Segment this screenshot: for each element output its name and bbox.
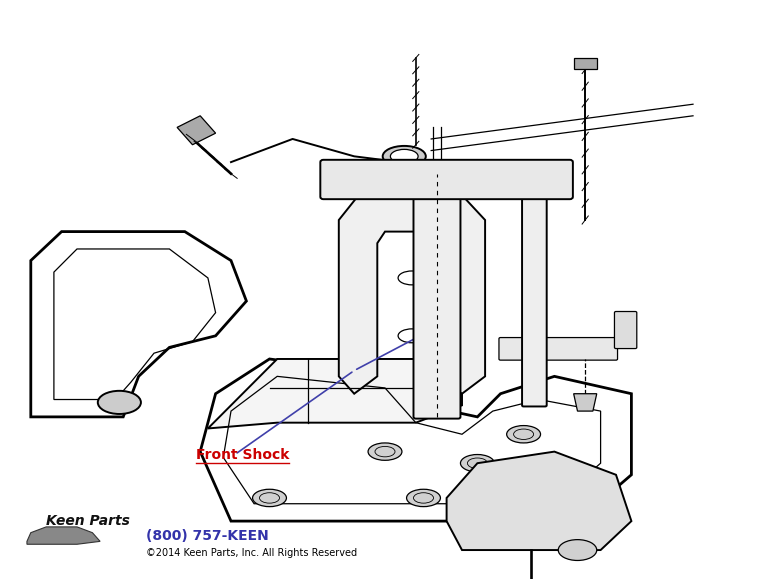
Text: ©2014 Keen Parts, Inc. All Rights Reserved: ©2014 Keen Parts, Inc. All Rights Reserv… xyxy=(146,548,357,558)
Polygon shape xyxy=(27,527,100,544)
Ellipse shape xyxy=(460,455,494,472)
Text: Front Shock: Front Shock xyxy=(196,448,290,461)
Ellipse shape xyxy=(98,391,141,414)
Ellipse shape xyxy=(507,426,541,443)
FancyBboxPatch shape xyxy=(413,195,460,419)
Text: Keen Parts: Keen Parts xyxy=(46,514,130,528)
Polygon shape xyxy=(177,116,216,145)
Ellipse shape xyxy=(558,540,597,560)
Ellipse shape xyxy=(383,146,426,167)
Ellipse shape xyxy=(253,489,286,507)
Text: (800) 757-KEEN: (800) 757-KEEN xyxy=(146,529,269,543)
Polygon shape xyxy=(208,359,462,428)
FancyBboxPatch shape xyxy=(499,338,618,360)
Polygon shape xyxy=(574,394,597,411)
FancyBboxPatch shape xyxy=(614,312,637,349)
Ellipse shape xyxy=(398,329,426,343)
Ellipse shape xyxy=(390,149,418,163)
Ellipse shape xyxy=(407,489,440,507)
Polygon shape xyxy=(339,162,485,394)
Polygon shape xyxy=(200,359,631,521)
Polygon shape xyxy=(447,452,631,550)
FancyBboxPatch shape xyxy=(320,160,573,199)
Ellipse shape xyxy=(398,271,426,285)
Polygon shape xyxy=(574,58,597,69)
Ellipse shape xyxy=(368,443,402,460)
FancyBboxPatch shape xyxy=(522,184,547,406)
Polygon shape xyxy=(31,232,246,417)
